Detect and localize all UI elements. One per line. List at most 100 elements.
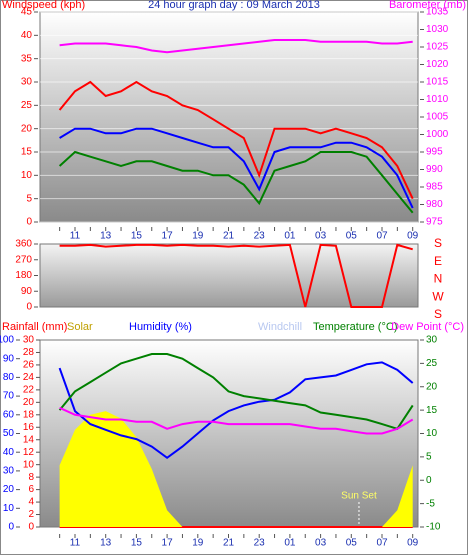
x-tick-label: 05	[346, 231, 358, 242]
compass-label: S	[434, 307, 442, 321]
tick-label: 60	[3, 409, 15, 420]
tick-label: 70	[3, 391, 15, 402]
tick-label: 180	[15, 270, 32, 281]
tick-label: 1000	[426, 129, 449, 140]
x-tick-label: 01	[284, 231, 296, 242]
x-tick-label: 21	[223, 538, 235, 549]
tick-label: 90	[21, 286, 33, 297]
tick-label: 1025	[426, 42, 449, 53]
tick-label: 16	[23, 422, 35, 433]
x-tick-label: 03	[315, 538, 327, 549]
x-tick-label: 07	[376, 538, 388, 549]
tick-label: 270	[15, 254, 32, 265]
tick-label: 30	[21, 77, 33, 88]
legend-label: Solar	[67, 321, 93, 333]
series-line	[58, 150, 414, 214]
x-tick-label: 03	[315, 231, 327, 242]
tick-label: 80	[3, 372, 15, 383]
wind-panel	[39, 11, 419, 223]
solar-area	[59, 411, 413, 527]
x-tick-label: 05	[346, 538, 358, 549]
tick-label: 25	[21, 100, 33, 111]
tick-label: 1030	[426, 24, 449, 35]
tick-label: 2	[28, 509, 34, 520]
tick-label: 28	[23, 347, 35, 358]
tick-label: 990	[426, 164, 443, 175]
tick-label: -5	[426, 498, 435, 509]
x-tick-label: 19	[192, 231, 204, 242]
windchill-label: Windchill	[258, 321, 302, 333]
x-tick-label: 23	[254, 231, 266, 242]
tick-label: 22	[23, 385, 35, 396]
tick-label: 1010	[426, 94, 449, 105]
tick-label: 0	[28, 522, 34, 533]
x-tick-label: 21	[223, 231, 235, 242]
x-tick-label: 13	[100, 538, 112, 549]
annotation: Sun Set	[341, 491, 377, 502]
tick-label: 50	[3, 428, 15, 439]
tick-label: 0	[26, 302, 32, 313]
compass-label: S	[434, 236, 442, 250]
tick-label: 10	[426, 428, 438, 439]
tick-label: 40	[21, 30, 33, 41]
y2-axis-label: Barometer (mb)	[389, 0, 466, 11]
tick-label: 1020	[426, 59, 449, 70]
tick-label: 20	[21, 123, 33, 134]
x-tick-label: 15	[131, 231, 143, 242]
series-line	[58, 353, 414, 430]
x-tick-label: 19	[192, 538, 204, 549]
tick-label: 4	[28, 497, 34, 508]
legend-label: Dew Point (°C)	[391, 321, 464, 333]
tick-label: 30	[426, 335, 438, 346]
tick-label: 360	[15, 239, 32, 250]
tick-label: 14	[23, 434, 35, 445]
x-tick-label: 23	[254, 538, 266, 549]
tick-label: 1015	[426, 77, 449, 88]
series-line	[59, 406, 414, 435]
tick-label: 15	[21, 147, 33, 158]
tick-label: 30	[3, 466, 15, 477]
tick-label: 90	[3, 353, 15, 364]
x-tick-label: 07	[376, 231, 388, 242]
tick-label: 1035	[426, 7, 449, 18]
tick-label: 25	[426, 358, 438, 369]
tick-label: 0	[26, 217, 32, 228]
tick-label: 35	[21, 53, 33, 64]
x-tick-label: 11	[70, 231, 81, 242]
legend-label: Temperature (°C)	[313, 321, 397, 333]
x-tick-label: 17	[162, 538, 174, 549]
x-tick-label: 13	[100, 231, 112, 242]
series-line	[58, 80, 414, 200]
compass-label: W	[432, 289, 444, 303]
tick-label: 24	[23, 372, 35, 383]
tick-label: 15	[426, 405, 438, 416]
tick-label: 100	[0, 335, 14, 346]
legend-label: Humidity (%)	[129, 321, 192, 333]
tick-label: 26	[23, 360, 35, 371]
tick-label: 1005	[426, 112, 449, 123]
tick-label: 0	[426, 475, 432, 486]
series-line	[58, 361, 414, 460]
tick-label: 40	[3, 447, 15, 458]
tick-label: 18	[23, 409, 35, 420]
tick-label: 10	[21, 170, 33, 181]
compass-label: N	[434, 272, 443, 286]
tick-label: 985	[426, 182, 443, 193]
tick-label: 10	[3, 503, 15, 514]
tick-label: 8	[28, 472, 34, 483]
compass-label: E	[434, 254, 442, 268]
tick-label: 995	[426, 147, 443, 158]
tick-label: 12	[23, 447, 35, 458]
legend-label: Rainfall (mm)	[2, 321, 67, 333]
tick-label: 5	[26, 193, 32, 204]
series-line	[59, 39, 413, 54]
x-tick-label: 15	[131, 538, 143, 549]
chart-title: 24 hour graph day : 09 March 2013	[148, 0, 320, 11]
series-line	[59, 127, 414, 209]
tick-label: 6	[28, 484, 34, 495]
tick-label: 45	[21, 7, 33, 18]
tick-label: -10	[426, 522, 441, 533]
tick-label: 30	[23, 335, 35, 346]
x-tick-label: 09	[407, 538, 419, 549]
series-line	[59, 243, 413, 308]
